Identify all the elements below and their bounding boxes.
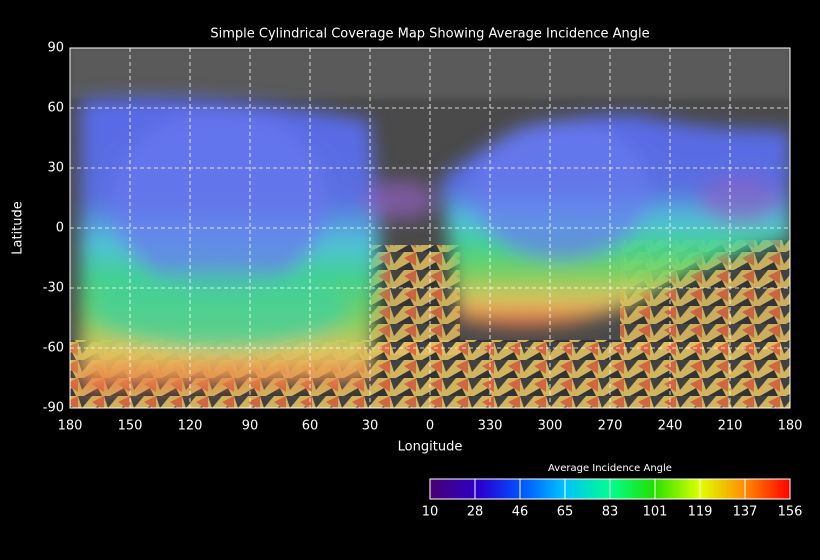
x-tick-label: 270 — [598, 419, 623, 434]
x-tick-label: 0 — [426, 419, 434, 434]
x-tick-label: 90 — [242, 419, 259, 434]
colorbar-title: Average Incidence Angle — [548, 463, 672, 474]
x-axis-label: Longitude — [398, 440, 463, 455]
x-tick-label: 120 — [178, 419, 203, 434]
x-tick-label: 240 — [658, 419, 683, 434]
x-tick-label: 300 — [538, 419, 563, 434]
y-tick-label: 0 — [56, 221, 64, 236]
colorbar-tick-label: 83 — [602, 505, 619, 520]
colorbar-tick-label: 46 — [512, 505, 529, 520]
colorbar-tick-label: 10 — [422, 505, 439, 520]
map-title: Simple Cylindrical Coverage Map Showing … — [210, 27, 649, 42]
y-tick-label: -60 — [43, 341, 64, 356]
y-tick-label: 60 — [47, 101, 64, 116]
colorbar-tick-label: 28 — [467, 505, 484, 520]
x-tick-label: 60 — [302, 419, 319, 434]
blob — [470, 120, 650, 260]
x-tick-label: 30 — [362, 419, 379, 434]
x-tick-label: 330 — [478, 419, 503, 434]
y-tick-label: 30 — [47, 161, 64, 176]
colorbar-tick-label: 137 — [733, 505, 758, 520]
blob — [365, 180, 435, 220]
y-axis-label: Latitude — [11, 201, 26, 255]
blob — [110, 110, 330, 290]
colorbar-tick-label: 119 — [688, 505, 713, 520]
blob — [700, 175, 780, 225]
y-tick-label: -30 — [43, 281, 64, 296]
x-tick-label: 180 — [58, 419, 83, 434]
x-tick-label: 180 — [778, 419, 803, 434]
colorbar-tick-label: 156 — [778, 505, 803, 520]
facets-center — [370, 245, 460, 355]
y-tick-label: -90 — [43, 401, 64, 416]
colorbar-tick-label: 101 — [643, 505, 668, 520]
x-tick-label: 210 — [718, 419, 743, 434]
x-tick-label: 150 — [118, 419, 143, 434]
y-tick-label: 90 — [47, 41, 64, 56]
blob — [90, 270, 350, 350]
colorbar-tick-label: 65 — [557, 505, 574, 520]
